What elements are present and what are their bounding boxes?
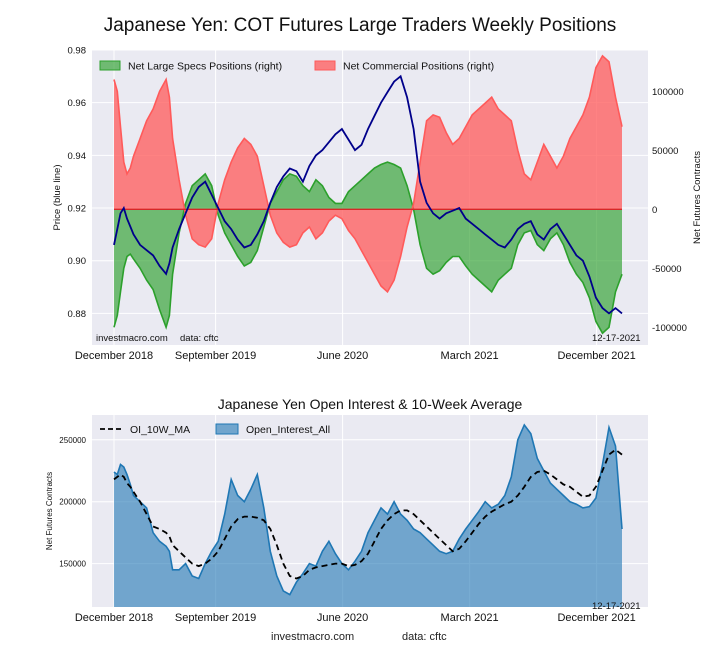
x-tick-label: December 2018 [75,350,153,362]
oi-x-tick-label: December 2021 [557,612,635,624]
commercial-area [114,55,622,292]
footer-source-label: investmacro.com [271,631,355,643]
legend-swatch-specs [99,60,121,71]
data-label: data: cftc [180,333,219,344]
y-tick-label-right: -100000 [652,323,687,334]
y-tick-label-left: 0.96 [68,98,87,109]
y-tick-label-right: 0 [652,205,657,216]
y-axis-label-right: Net Futures Contracts [692,151,703,244]
y-tick-label-right: 50000 [652,146,678,157]
oi-x-tick-label: December 2018 [75,612,153,624]
y-tick-label-left: 0.98 [68,46,87,57]
legend-label-ma: OI_10W_MA [130,424,190,436]
date-label: 12-17-2021 [592,333,641,344]
y-tick-label-left: 0.88 [68,309,87,320]
x-tick-label: June 2020 [317,350,368,362]
y-tick-label-right: -50000 [652,264,682,275]
oi-y-tick-label: 250000 [59,436,86,445]
footer-data-label: data: cftc [402,631,447,643]
commercial-line [113,54,623,294]
oi-ma-line [113,448,623,580]
oi-chart-title: Japanese Yen Open Interest & 10-Week Ave… [217,396,523,412]
y-axis-label-left: Price (blue line) [52,165,63,231]
y-tick-label-left: 0.92 [68,204,87,215]
oi-x-tick-label: September 2019 [175,612,256,624]
x-tick-label: September 2019 [175,350,256,362]
chart-title: Japanese Yen: COT Futures Large Traders … [103,15,617,36]
oi-x-tick-label: March 2021 [441,612,499,624]
oi-x-tick-label: June 2020 [317,612,368,624]
oi-y-tick-label: 200000 [59,498,86,507]
oi-y-axis-label: Net Futures Contracts [45,472,54,550]
y-tick-label-left: 0.94 [68,151,87,162]
oi-area [114,424,622,607]
y-tick-label-left: 0.90 [68,256,87,267]
x-tick-label: December 2021 [557,350,635,362]
specs-area [114,162,622,334]
price-line [113,74,623,315]
legend-swatch-oi [215,423,239,435]
legend-label-oi: Open_Interest_All [246,424,330,436]
legend-label-specs: Net Large Specs Positions (right) [128,61,282,73]
source-label: investmacro.com [96,333,168,344]
specs-line [113,161,623,335]
legend-label-commercial: Net Commercial Positions (right) [343,61,494,73]
oi-date-label: 12-17-2021 [592,601,641,612]
legend-swatch-commercial [314,60,336,71]
x-tick-label: March 2021 [441,350,499,362]
y-tick-label-right: 100000 [652,87,684,98]
oi-line [113,423,623,596]
oi-y-tick-label: 150000 [59,560,86,569]
